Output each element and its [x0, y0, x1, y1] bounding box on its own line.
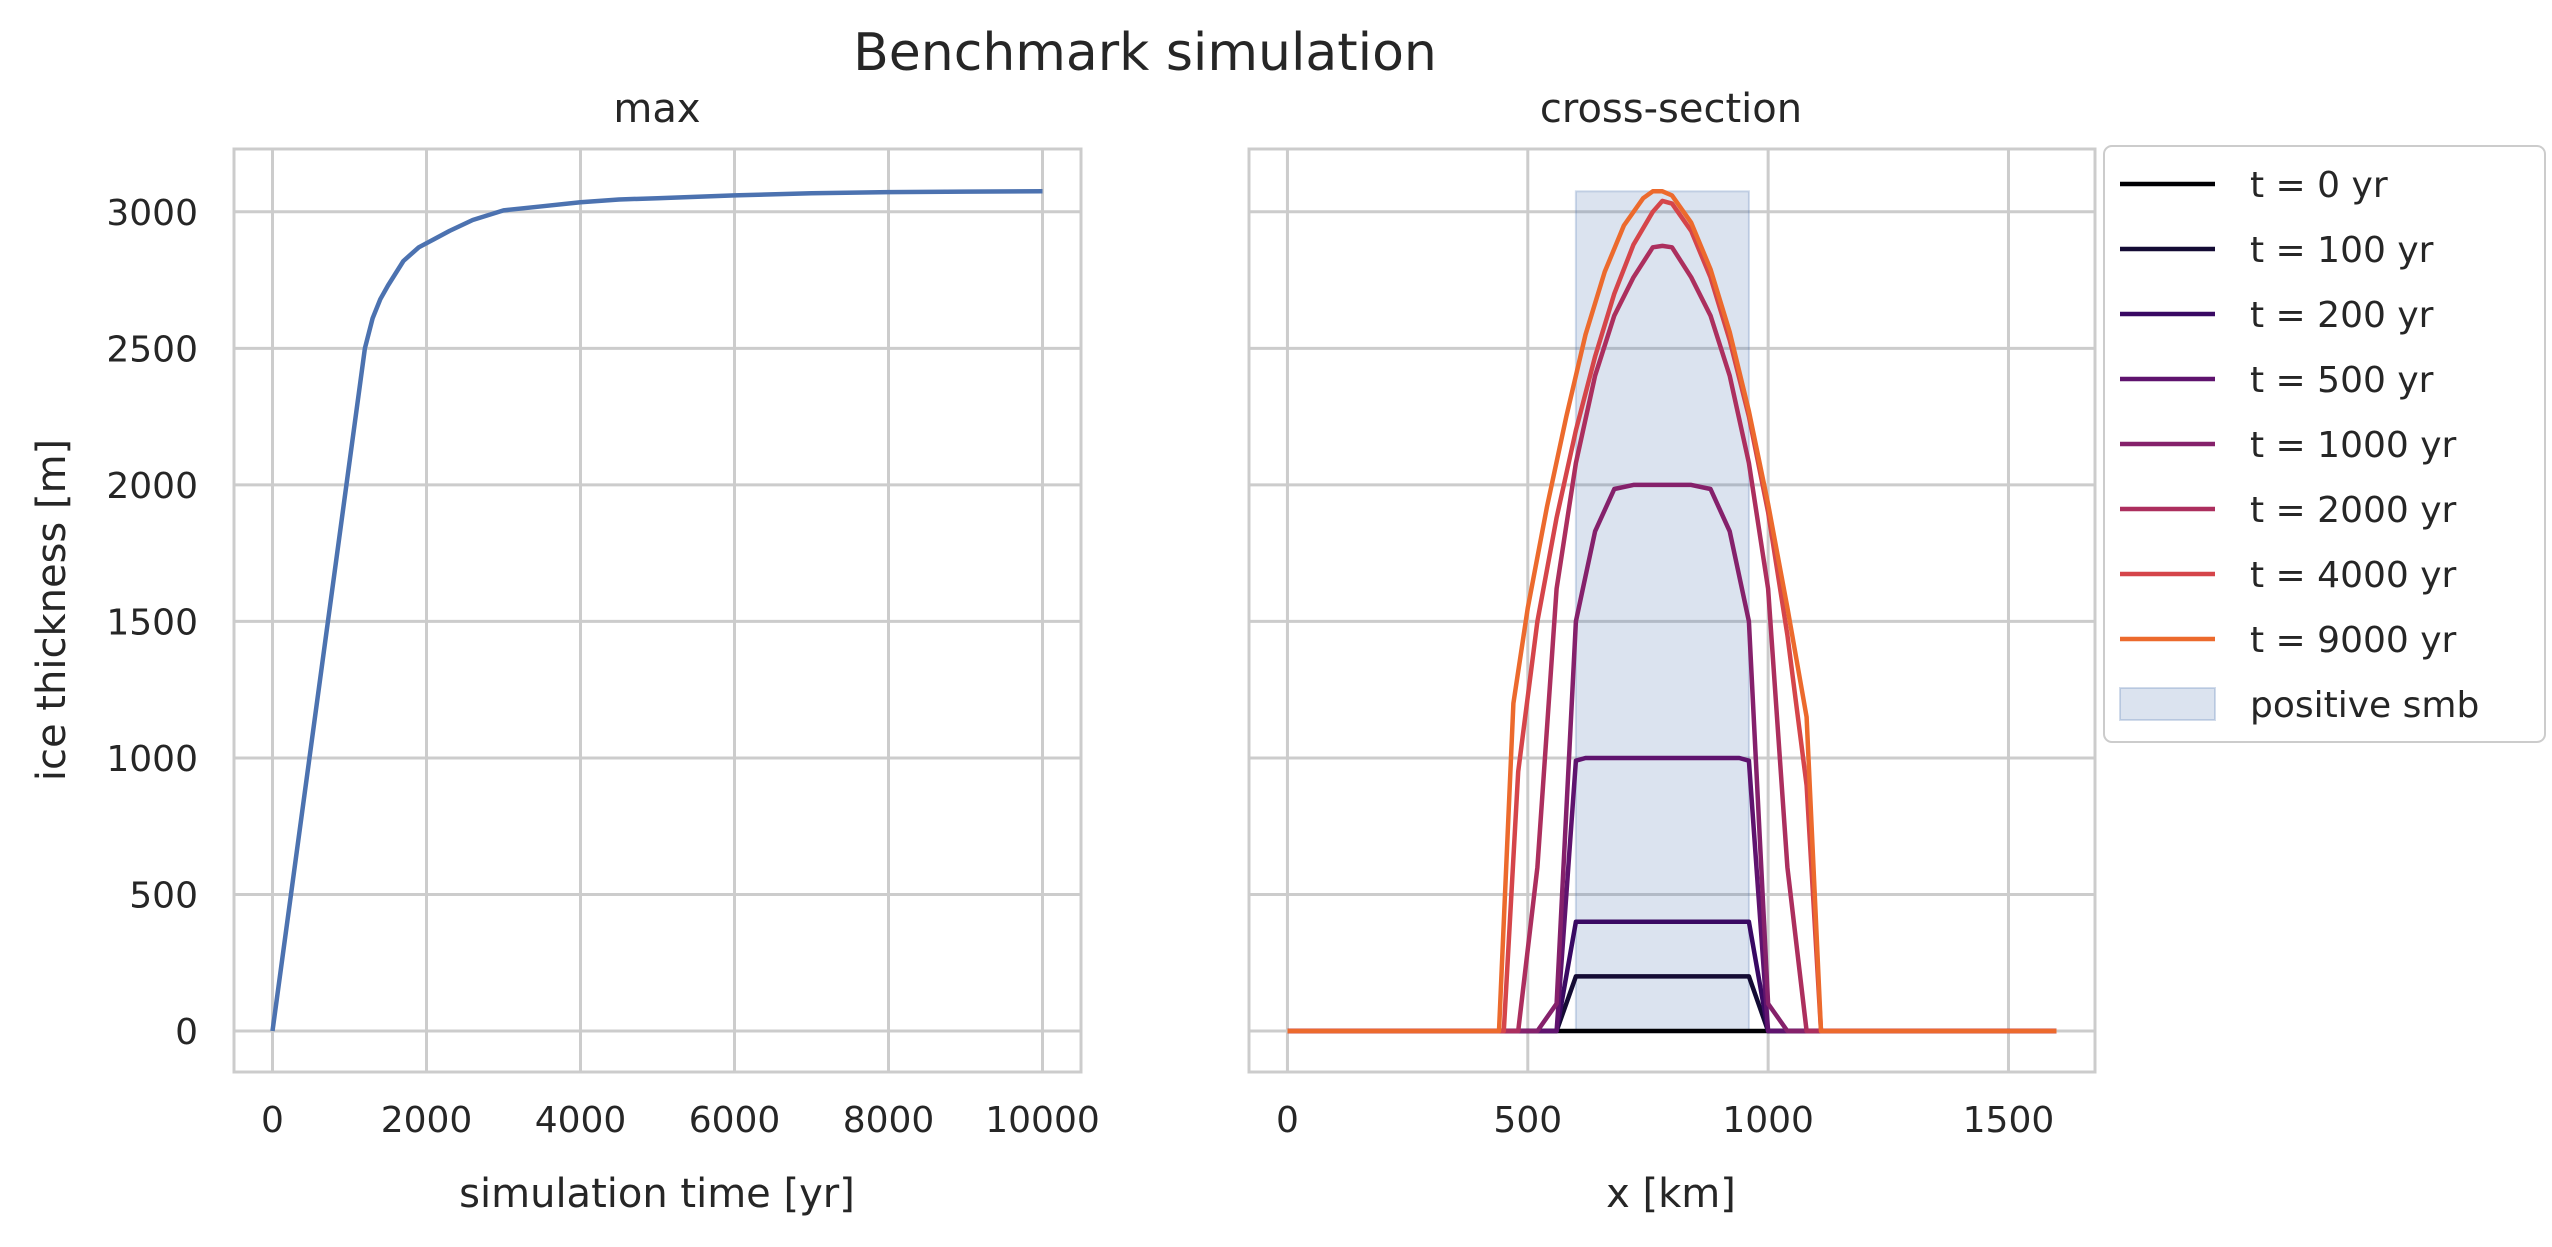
legend-swatch — [2119, 687, 2216, 721]
y-tick-label: 0 — [175, 1012, 198, 1053]
y-axis-label: ice thickness [m] — [29, 439, 75, 781]
x-tick-label: 4000 — [535, 1100, 627, 1141]
legend-label: t = 4000 yr — [2250, 555, 2457, 596]
panel-max-title: max — [613, 86, 700, 132]
x-tick-labels: 0 500 1000 1500 — [1276, 1100, 2054, 1141]
x-tick-label: 6000 — [689, 1100, 781, 1141]
series-line-0 — [270, 189, 1043, 1032]
legend-label: positive smb — [2250, 685, 2479, 726]
y-tick-label: 500 — [129, 876, 198, 917]
series-lines — [1287, 189, 2057, 1034]
x-tick-label: 1500 — [1963, 1100, 2055, 1141]
legend-label: t = 2000 yr — [2250, 490, 2457, 531]
series-line-3 — [1287, 755, 2057, 1034]
x-tick-label: 0 — [261, 1100, 284, 1141]
legend-box — [2103, 145, 2546, 743]
series-line-4 — [1287, 482, 2057, 1034]
legend-label: t = 100 yr — [2250, 230, 2434, 271]
plot-area-cross-section — [1247, 147, 2097, 1074]
x-tick-label: 2000 — [381, 1100, 473, 1141]
x-tick-label: 8000 — [843, 1100, 935, 1141]
series-line-7 — [1287, 189, 2057, 1034]
y-tick-label: 1000 — [106, 739, 198, 780]
x-tick-label: 1000 — [1722, 1100, 1814, 1141]
plot-area-max — [232, 147, 1083, 1074]
legend-label: t = 0 yr — [2250, 165, 2388, 206]
x-tick-labels: 0 2000 4000 6000 8000 10000 — [261, 1100, 1100, 1141]
legend: t = 0 yr t = 100 yr t = 200 yr t = 500 yr t … — [2103, 145, 2546, 743]
y-tick-labels: 0 500 1000 1500 2000 2500 3000 — [106, 193, 198, 1053]
x-axis-label: simulation time [yr] — [459, 1171, 855, 1217]
y-tick-label: 2000 — [106, 466, 198, 507]
legend-label: t = 200 yr — [2250, 295, 2434, 336]
y-tick-label: 1500 — [106, 602, 198, 643]
grid-lines — [234, 149, 1081, 1072]
panel-cross-section: cross-section 0 500 1000 1500 x [km] — [1247, 86, 2097, 1217]
series-lines — [270, 189, 1043, 1032]
x-axis-label: x [km] — [1606, 1171, 1736, 1217]
panel-max: max 0 2000 4000 6000 8000 10000 0 500 1000 1500 2… — [29, 86, 1100, 1217]
y-tick-label: 2500 — [106, 329, 198, 370]
series-line-5 — [1287, 243, 2057, 1034]
legend-label: t = 500 yr — [2250, 360, 2434, 401]
x-tick-label: 10000 — [985, 1100, 1100, 1141]
x-tick-label: 500 — [1493, 1100, 1562, 1141]
series-line-6 — [1287, 198, 2057, 1034]
legend-label: t = 9000 yr — [2250, 620, 2457, 661]
legend-label: t = 1000 yr — [2250, 425, 2457, 466]
x-tick-label: 0 — [1276, 1100, 1299, 1141]
figure-title: Benchmark simulation — [853, 23, 1437, 83]
panel-cross-section-title: cross-section — [1540, 86, 1802, 132]
y-tick-label: 3000 — [106, 193, 198, 234]
